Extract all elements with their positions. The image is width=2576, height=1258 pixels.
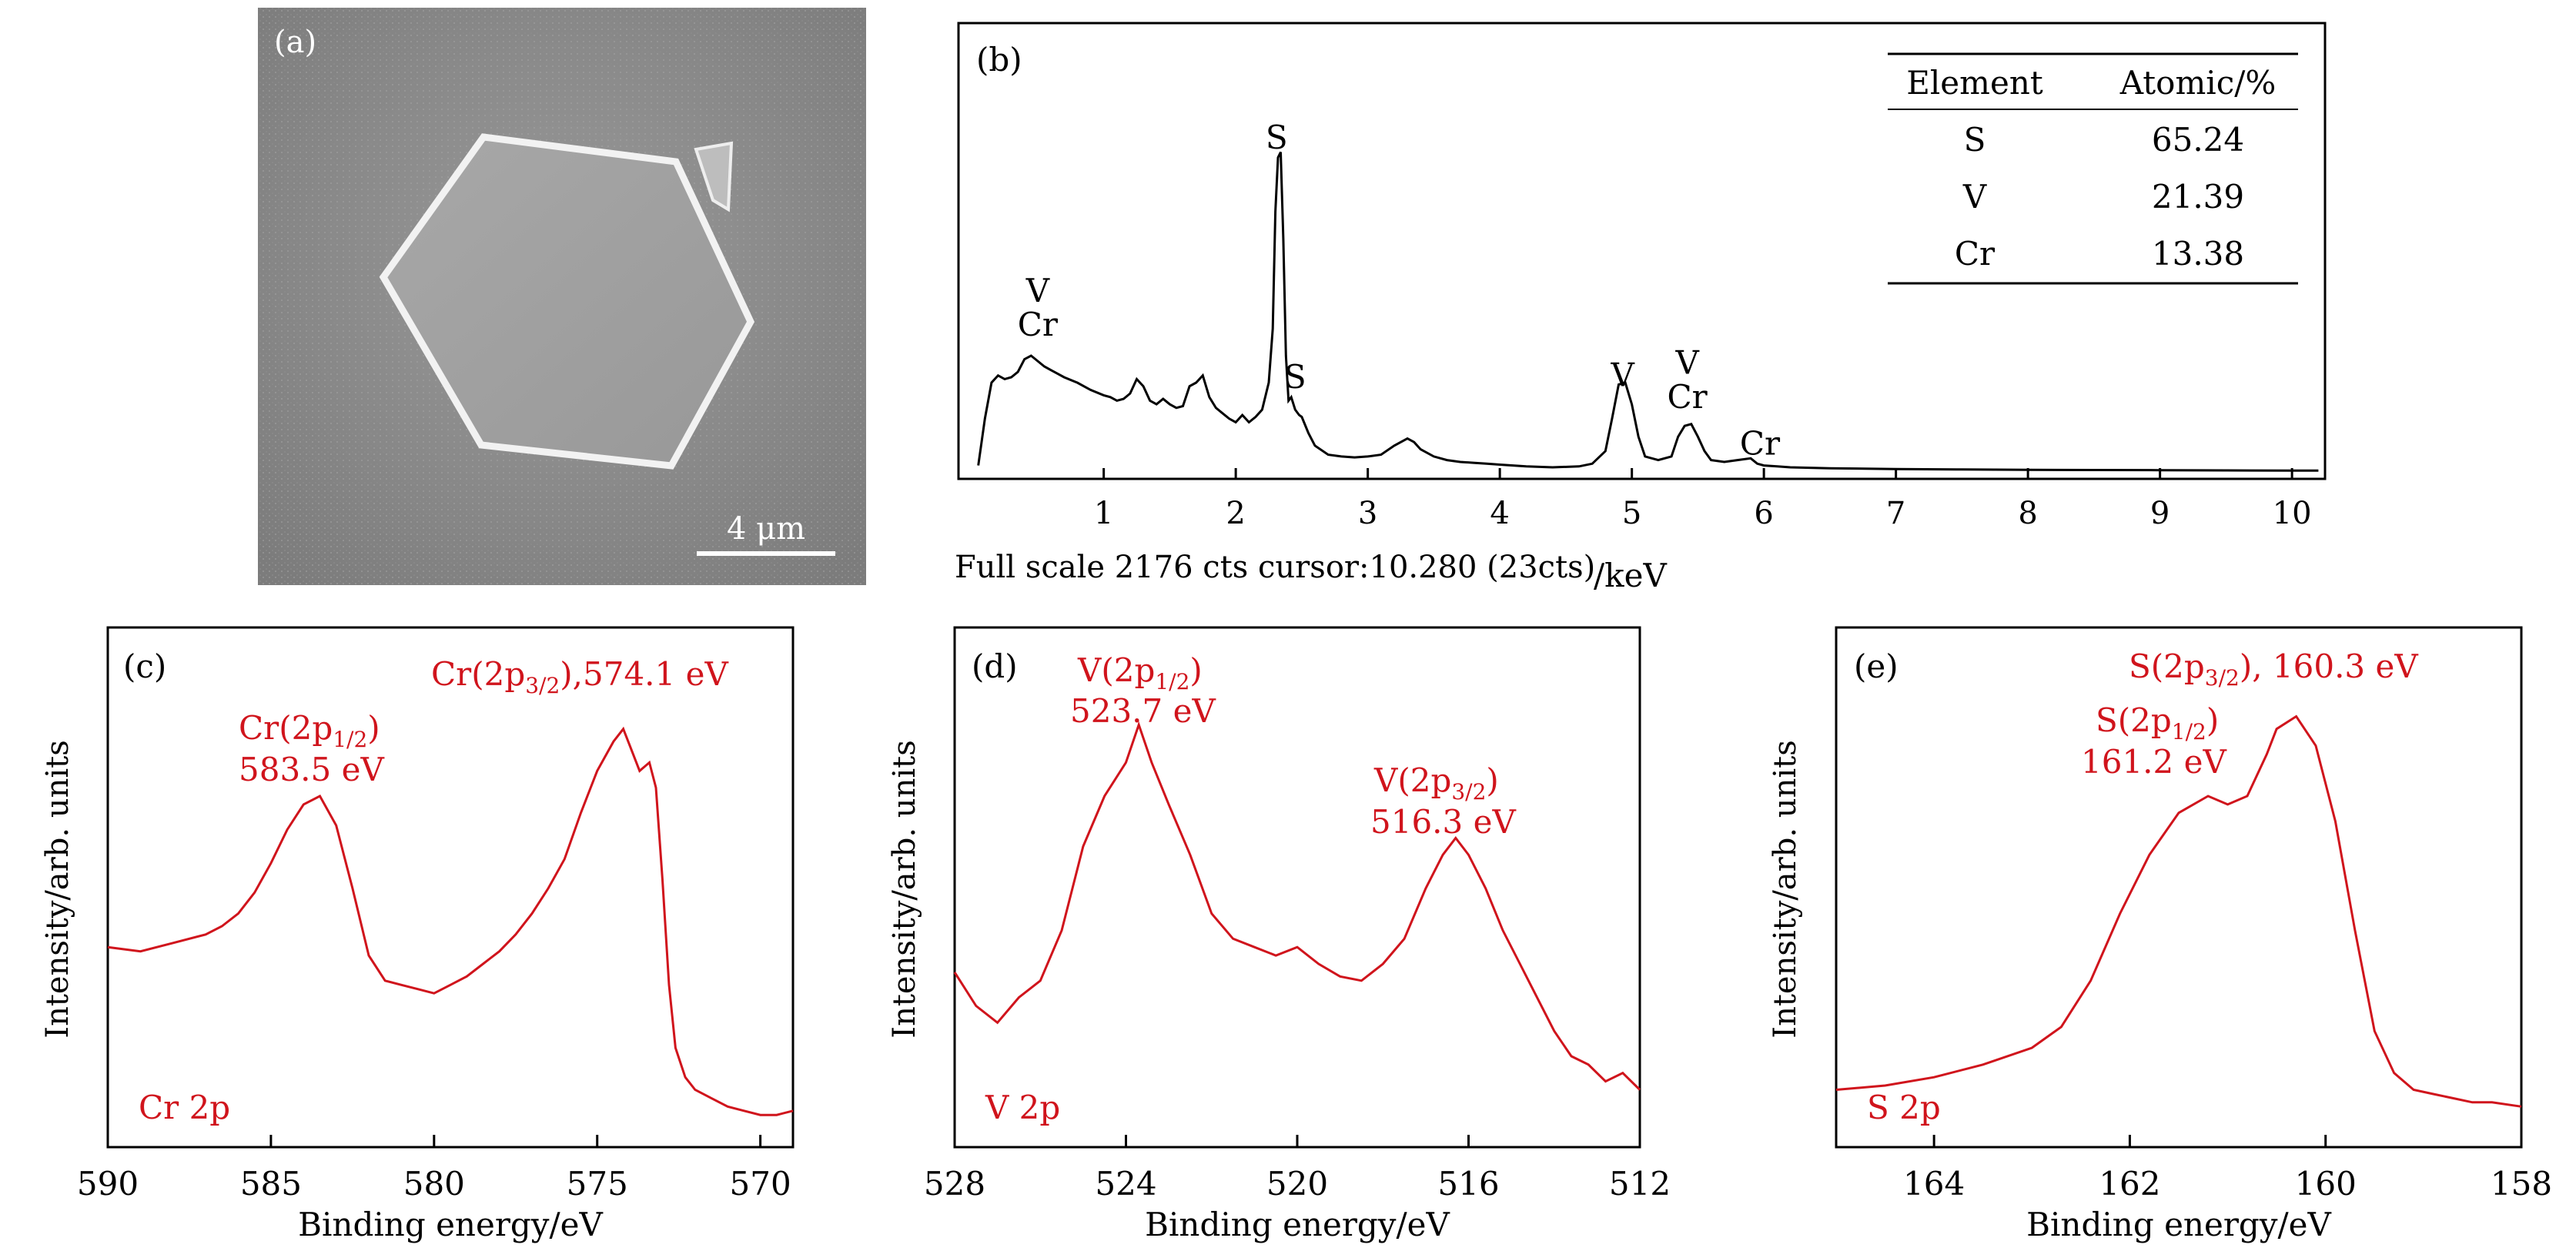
peak-annotation-v-3-2: V(2p3/2) [1373, 761, 1499, 805]
peak-label: Cr [1740, 425, 1781, 463]
x-tick-label: 4 [1490, 496, 1509, 531]
panel-c-frame [106, 626, 795, 1149]
panel-d: (d) 528 524 520 516 512 Intensity/arb. units… [887, 626, 1671, 1243]
peak-label: V [1610, 356, 1634, 394]
panel-e-series-line [1835, 714, 2522, 1108]
table-cell: 21.39 [2152, 178, 2244, 216]
x-tick-label: 10 [2273, 496, 2312, 531]
x-tick-label: 524 [1095, 1165, 1156, 1203]
panel-d-frame [953, 626, 1641, 1149]
x-tick-label: 162 [2099, 1165, 2160, 1203]
panel-c-series-line [107, 726, 794, 1116]
peak-annotation-s-3-2: S(2p3/2), 160.3 eV [2129, 647, 2418, 691]
small-flake [694, 141, 734, 212]
panel-e-frame [1835, 626, 2523, 1149]
scale-bar [697, 551, 835, 556]
x-tick-label: 158 [2491, 1165, 2552, 1203]
peak-annotation-cr-1-2: Cr(2p1/2) [239, 709, 380, 752]
panel-c-x-axis: 590 585 580 575 570 [77, 1135, 791, 1203]
panel-d-series-line [953, 721, 1641, 1091]
x-tick-label: 585 [240, 1165, 302, 1203]
x-tick-label: 1 [1094, 496, 1113, 531]
hexagonal-crystal [379, 133, 755, 470]
peak-label: S [1284, 358, 1306, 396]
table-header-element: Element [1906, 64, 2043, 102]
peak-label: V [1025, 272, 1050, 309]
panel-d-corner-label: V 2p [985, 1089, 1060, 1126]
table-header-atomic: Atomic/% [2119, 64, 2277, 102]
panel-c-corner-label: Cr 2p [139, 1089, 230, 1126]
x-tick-label: 5 [1622, 496, 1641, 531]
panel-e-corner-label: S 2p [1867, 1089, 1941, 1126]
x-tick-label: 516 [1437, 1165, 1499, 1203]
element-table: Element Atomic/% S 65.24 V 21.39 Cr 13.3… [1888, 52, 2298, 285]
panel-b-x-axis-label: /keV [1594, 557, 1667, 594]
x-tick-label: 160 [2295, 1165, 2357, 1203]
panel-b-label: (b) [976, 41, 1022, 79]
table-cell: 13.38 [2152, 235, 2244, 273]
panel-c-y-axis-label: Intensity/arb. units [40, 740, 75, 1038]
x-tick-label: 7 [1886, 496, 1905, 531]
peak-label: S [1266, 119, 1288, 156]
x-tick-label: 512 [1609, 1165, 1671, 1203]
peak-annotation-cr-1-2-value: 583.5 eV [239, 751, 384, 788]
x-tick-label: 8 [2018, 496, 2037, 531]
panel-e: (e) 164 162 160 158 Intensity/arb. units Bi… [1768, 626, 2552, 1243]
scale-bar-label: 4 μm [727, 511, 805, 547]
x-tick-label: 570 [730, 1165, 791, 1203]
panel-c: (c) 590 585 580 575 570 Intensity/arb. units… [40, 626, 795, 1243]
table-cell: V [1962, 178, 1987, 216]
x-tick-label: 520 [1266, 1165, 1328, 1203]
x-tick-label: 528 [924, 1165, 985, 1203]
peak-annotation-v-1-2: V(2p1/2) [1077, 651, 1203, 694]
peak-label: V [1674, 343, 1699, 381]
panel-b-series-line [977, 151, 2319, 472]
panel-d-x-axis: 528 524 520 516 512 [924, 1135, 1671, 1203]
x-tick-label: 9 [2150, 496, 2170, 531]
x-tick-label: 3 [1358, 496, 1377, 531]
panel-d-x-axis-label: Binding energy/eV [1145, 1206, 1450, 1243]
peak-annotation-s-1-2: S(2p1/2) [2096, 701, 2219, 744]
panel-e-x-axis-label: Binding energy/eV [2026, 1206, 2331, 1243]
panel-c-x-axis-label: Binding energy/eV [298, 1206, 603, 1243]
panel-e-x-axis: 164 162 160 158 [1903, 1135, 2552, 1203]
panel-d-y-axis-label: Intensity/arb. units [887, 740, 922, 1038]
x-tick-label: 6 [1754, 496, 1773, 531]
table-cell: Cr [1955, 235, 1996, 273]
panel-b-frame [957, 22, 2327, 480]
table-cell: 65.24 [2152, 121, 2244, 159]
panel-e-y-axis-label: Intensity/arb. units [1768, 740, 1803, 1038]
table-cell: S [1964, 121, 1986, 159]
peak-annotation-v-3-2-value: 516.3 eV [1370, 803, 1516, 841]
panel-c-label: (c) [123, 647, 166, 685]
peak-annotation-s-1-2-value: 161.2 eV [2081, 743, 2226, 781]
x-tick-label: 580 [403, 1165, 465, 1203]
peak-label: Cr [1018, 306, 1059, 343]
peak-annotation-v-1-2-value: 523.7 eV [1070, 692, 1216, 730]
x-tick-label: 575 [567, 1165, 628, 1203]
peak-annotation-cr-3-2: Cr(2p3/2),574.1 eV [431, 655, 728, 698]
panel-d-label: (d) [972, 647, 1018, 685]
panel-e-label: (e) [1854, 647, 1899, 685]
x-tick-label: 164 [1903, 1165, 1965, 1203]
panel-a-label: (a) [274, 25, 316, 60]
peak-label: Cr [1668, 378, 1708, 416]
panel-b-x-axis: 1 2 3 4 5 6 7 8 9 10 [1094, 468, 2312, 531]
x-tick-label: 590 [77, 1165, 139, 1203]
panel-a: (a) 4 μm [258, 8, 866, 585]
x-tick-label: 2 [1226, 496, 1245, 531]
panel-b-footer: Full scale 2176 cts cursor:10.280 (23cts… [955, 550, 1595, 585]
